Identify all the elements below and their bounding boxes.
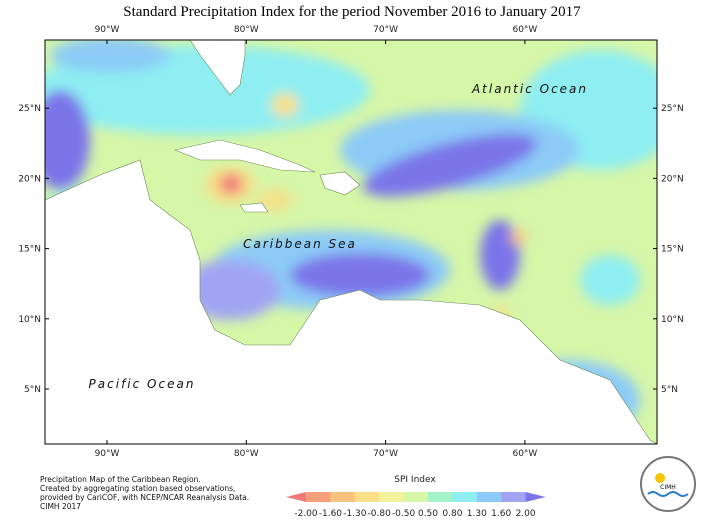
lat-label: 20°N (661, 174, 684, 184)
ocean-label: Atlantic Ocean (471, 82, 588, 96)
colorbar-label: 1.30 (467, 509, 487, 519)
map (45, 40, 657, 444)
colorbar-label: -1.30 (343, 509, 367, 519)
map-frame (44, 39, 658, 445)
colorbar-segment (452, 492, 478, 502)
lat-label: 10°N (18, 315, 41, 325)
colorbar-label: -0.80 (368, 509, 392, 519)
lon-label: 90°W (95, 449, 120, 459)
lat-label: 20°N (18, 174, 41, 184)
lat-label: 25°N (18, 104, 41, 114)
colorbar-label: 0.50 (418, 509, 438, 519)
colorbar-segment (403, 492, 429, 502)
logo: CIMH (640, 456, 696, 512)
footnote-line: Precipitation Map of the Caribbean Regio… (40, 475, 201, 484)
lat-label: 15°N (661, 245, 684, 255)
lat-label: 5°N (24, 385, 41, 395)
legend-title: SPI Index (394, 475, 436, 485)
ocean-label: Pacific Ocean (89, 377, 196, 391)
colorbar-label: -2.00 (294, 509, 318, 519)
colorbar-label: 0.80 (442, 509, 462, 519)
colorbar-label: 1.60 (491, 509, 511, 519)
title: Standard Precipitation Index for the per… (123, 4, 581, 20)
colorbar-label: 2.00 (516, 509, 536, 519)
colorbar-segment (501, 492, 526, 502)
colorbar-segment (330, 492, 356, 502)
lon-label: 80°W (234, 25, 259, 35)
colorbar-segment (476, 492, 502, 502)
lon-label: 60°W (512, 449, 537, 459)
lon-label: 70°W (373, 25, 398, 35)
footnote-line: Created by aggregating station based obs… (40, 484, 235, 493)
lon-label: 80°W (234, 449, 259, 459)
sea-label: Caribbean Sea (243, 237, 357, 251)
colorbar-end (525, 492, 546, 502)
lat-label: 25°N (661, 104, 684, 114)
logo-text: CIMH (660, 484, 676, 491)
colorbar-label: -1.60 (319, 509, 343, 519)
footnote: Precipitation Map of the Caribbean Regio… (40, 475, 249, 511)
footnote-line: CIMH 2017 (40, 502, 81, 511)
colorbar-segment (354, 492, 380, 502)
colorbar-segment (428, 492, 453, 502)
lat-label: 5°N (661, 385, 678, 395)
lat-label: 15°N (18, 245, 41, 255)
lat-label: 10°N (661, 315, 684, 325)
colorbar-end (286, 492, 306, 502)
colorbar-segment (379, 492, 404, 502)
colorbar: -2.00 -1.60 -1.30 -0.80 -0.50 0.50 0.80 1.30 1.6… (286, 492, 546, 519)
lon-label: 60°W (512, 25, 537, 35)
footnote-line: provided by CariCOF, with NCEP/NCAR Rean… (40, 493, 249, 502)
lon-label: 70°W (373, 449, 398, 459)
colorbar-segment (306, 492, 331, 502)
colorbar-label: -0.50 (392, 509, 416, 519)
lon-label: 90°W (95, 25, 120, 35)
